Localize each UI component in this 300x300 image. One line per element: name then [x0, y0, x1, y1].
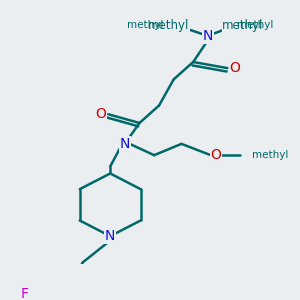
Text: O: O: [95, 107, 106, 121]
Text: N: N: [203, 29, 213, 43]
Text: methyl: methyl: [237, 20, 274, 30]
Text: N: N: [105, 229, 116, 243]
Text: methyl: methyl: [127, 20, 163, 30]
Text: methyl: methyl: [222, 19, 264, 32]
Text: F: F: [20, 287, 28, 300]
Text: N: N: [120, 137, 130, 151]
Text: methyl: methyl: [148, 19, 190, 32]
Text: O: O: [210, 148, 221, 162]
Text: O: O: [230, 61, 241, 75]
Text: methyl: methyl: [252, 150, 288, 160]
